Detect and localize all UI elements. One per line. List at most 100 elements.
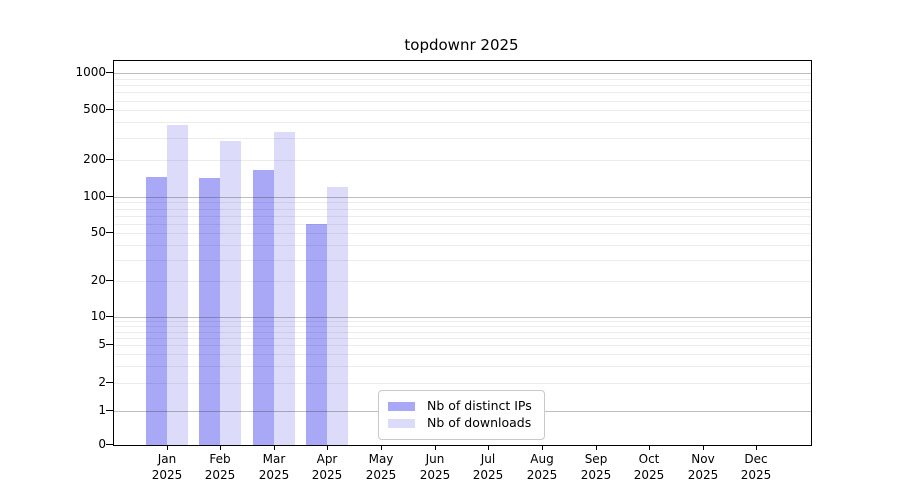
x-tick-month: Nov <box>691 452 715 466</box>
x-tick-month: Jun <box>425 452 445 466</box>
x-tick-year: 2025 <box>580 468 612 482</box>
x-tick-mark <box>167 445 168 450</box>
bar-distinct-ips <box>252 170 274 445</box>
y-tick-label: 1 <box>98 403 106 417</box>
x-tick-label: Jun 2025 <box>403 451 467 483</box>
x-tick-label: Aug 2025 <box>510 451 574 483</box>
x-tick-year: 2025 <box>151 468 183 482</box>
bar-distinct-ips <box>145 176 167 445</box>
gridline-major <box>114 73 811 74</box>
legend: Nb of distinct IPs Nb of downloads <box>378 390 545 440</box>
y-tick-label: 50 <box>90 225 106 239</box>
x-tick-mark <box>435 445 436 450</box>
x-tick-mark <box>756 445 757 450</box>
bar-distinct-ips <box>199 178 221 445</box>
x-tick-mark <box>220 445 221 450</box>
legend-swatch-icon <box>388 401 415 411</box>
x-tick-month: Oct <box>638 452 660 466</box>
y-tick-mark <box>106 159 113 160</box>
gridline-minor <box>114 233 811 234</box>
x-tick-mark <box>381 445 382 450</box>
gridline-minor <box>114 110 811 111</box>
x-tick-label: Nov 2025 <box>671 451 735 483</box>
gridline-minor <box>114 122 811 123</box>
x-tick-mark <box>703 445 704 450</box>
x-tick-label: Dec 2025 <box>724 451 788 483</box>
bar-downloads <box>220 140 242 445</box>
gridline-minor <box>114 216 811 217</box>
x-tick-month: Apr <box>316 452 338 466</box>
x-tick-year: 2025 <box>740 468 772 482</box>
x-tick-label: Jan 2025 <box>135 451 199 483</box>
x-tick-month: Jul <box>480 452 496 466</box>
y-tick-mark <box>106 410 113 411</box>
gridline-major <box>114 317 811 318</box>
x-tick-month: Feb <box>209 452 231 466</box>
gridline-minor <box>114 202 811 203</box>
gridline-minor <box>114 160 811 161</box>
plot-area <box>113 60 812 446</box>
y-tick-mark <box>106 109 113 110</box>
bar-downloads <box>327 187 349 445</box>
x-tick-mark <box>274 445 275 450</box>
x-tick-month: May <box>368 452 394 466</box>
y-tick-mark <box>106 344 113 345</box>
x-tick-year: 2025 <box>526 468 558 482</box>
legend-row: Nb of downloads <box>388 415 534 431</box>
x-tick-mark <box>596 445 597 450</box>
x-tick-label: Sep 2025 <box>564 451 628 483</box>
x-tick-month: Sep <box>584 452 608 466</box>
gridline-minor <box>114 338 811 339</box>
y-tick-mark <box>106 382 113 383</box>
chart-title: topdownr 2025 <box>404 36 519 54</box>
x-tick-month: Jan <box>157 452 177 466</box>
gridline-minor <box>114 345 811 346</box>
x-tick-year: 2025 <box>311 468 343 482</box>
bar-distinct-ips <box>306 223 328 445</box>
gridline-minor <box>114 383 811 384</box>
gridline-minor <box>114 366 811 367</box>
y-tick-label: 5 <box>98 337 106 351</box>
gridline-minor <box>114 224 811 225</box>
x-tick-month: Dec <box>744 452 768 466</box>
gridline-minor <box>114 85 811 86</box>
x-tick-year: 2025 <box>204 468 236 482</box>
x-tick-mark <box>649 445 650 450</box>
x-tick-month: Mar <box>262 452 286 466</box>
y-tick-label: 100 <box>83 189 106 203</box>
y-tick-label: 20 <box>90 273 106 287</box>
x-tick-label: Mar 2025 <box>242 451 306 483</box>
legend-row: Nb of distinct IPs <box>388 398 534 414</box>
legend-label: Nb of distinct IPs <box>427 398 532 413</box>
x-tick-label: Jul 2025 <box>456 451 520 483</box>
x-tick-mark <box>327 445 328 450</box>
x-tick-label: May 2025 <box>349 451 413 483</box>
x-tick-year: 2025 <box>419 468 451 482</box>
bar-downloads <box>166 125 188 445</box>
gridline-minor <box>114 326 811 327</box>
legend-label: Nb of downloads <box>427 415 532 430</box>
y-tick-label: 10 <box>90 309 106 323</box>
gridline-minor <box>114 281 811 282</box>
x-tick-label: Apr 2025 <box>295 451 359 483</box>
y-tick-mark <box>106 444 113 445</box>
legend-swatch-icon <box>388 418 415 428</box>
x-tick-label: Feb 2025 <box>188 451 252 483</box>
y-tick-label: 2 <box>98 375 106 389</box>
gridline-minor <box>114 101 811 102</box>
gridline-minor <box>114 209 811 210</box>
y-tick-label: 500 <box>83 102 106 116</box>
x-tick-mark <box>542 445 543 450</box>
gridline-minor <box>114 354 811 355</box>
gridline-major <box>114 197 811 198</box>
y-tick-label: 200 <box>83 152 106 166</box>
x-tick-month: Aug <box>530 452 554 466</box>
gridline-minor <box>114 92 811 93</box>
x-tick-year: 2025 <box>365 468 397 482</box>
x-tick-year: 2025 <box>258 468 290 482</box>
gridline-minor <box>114 321 811 322</box>
gridline-minor <box>114 332 811 333</box>
y-tick-mark <box>106 196 113 197</box>
x-tick-year: 2025 <box>472 468 504 482</box>
